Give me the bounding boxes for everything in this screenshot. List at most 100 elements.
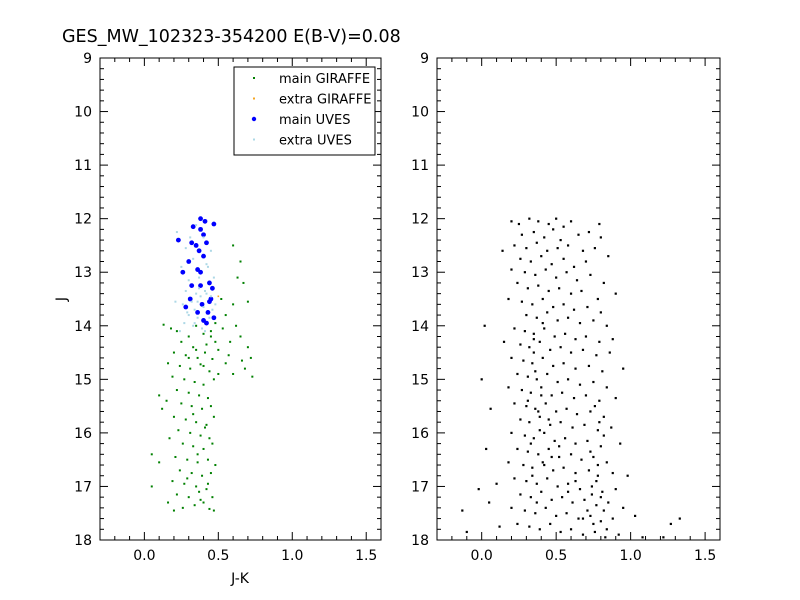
data-point	[183, 322, 186, 325]
data-point	[214, 322, 217, 325]
data-point	[190, 472, 193, 475]
data-point	[569, 453, 573, 456]
data-point	[150, 453, 153, 456]
y-tick-label: 17	[74, 479, 92, 495]
data-point	[546, 372, 549, 376]
data-point	[249, 356, 252, 359]
data-point	[566, 378, 570, 381]
data-point	[201, 407, 204, 410]
data-point	[186, 477, 189, 480]
data-point	[601, 370, 604, 373]
data-point	[535, 501, 538, 504]
data-point	[204, 330, 207, 333]
data-point	[190, 405, 193, 408]
data-point	[574, 338, 577, 341]
data-point	[195, 421, 198, 424]
data-point	[236, 276, 239, 279]
data-point	[566, 316, 570, 319]
data-point	[523, 434, 526, 437]
data-point	[558, 455, 561, 459]
data-point	[546, 249, 549, 252]
data-point	[602, 281, 605, 285]
data-point	[480, 378, 483, 381]
data-point	[546, 311, 549, 314]
data-point	[212, 509, 215, 512]
data-point	[550, 263, 553, 266]
data-point	[605, 461, 608, 464]
data-point	[550, 394, 553, 397]
data-point	[180, 340, 183, 343]
data-point	[180, 265, 183, 268]
data-point	[599, 520, 602, 523]
data-point	[578, 488, 582, 491]
data-point	[589, 450, 592, 453]
left-plot-axes: 0.0 0.5 1.0 1.5 9 10 11 12 13 14 15 16 17 18	[74, 51, 382, 564]
data-point	[614, 396, 617, 400]
data-point	[574, 442, 577, 445]
data-point	[604, 536, 607, 539]
data-point	[239, 335, 242, 338]
data-point	[607, 501, 610, 504]
data-point	[593, 247, 596, 250]
data-point	[183, 482, 186, 485]
data-point	[184, 418, 187, 421]
data-point	[489, 407, 492, 410]
data-point	[552, 228, 555, 231]
data-point	[581, 348, 585, 351]
data-point	[510, 356, 513, 360]
data-point	[589, 514, 592, 517]
data-point	[552, 305, 555, 309]
data-point	[158, 394, 161, 397]
data-point	[584, 394, 588, 397]
data-point	[516, 281, 519, 285]
data-point	[547, 222, 550, 226]
legend: main GIRAFFE extra GIRAFFE main UVES extra …	[233, 66, 376, 156]
data-point	[502, 340, 506, 343]
data-point	[204, 426, 207, 429]
data-point	[547, 418, 550, 421]
legend-label: extra UVES	[279, 134, 352, 149]
data-point	[566, 490, 570, 493]
data-point	[196, 316, 199, 319]
data-point	[549, 423, 552, 426]
data-point	[605, 324, 608, 327]
data-point	[626, 474, 629, 477]
data-point	[575, 279, 579, 282]
data-point	[187, 335, 190, 338]
data-point	[171, 375, 174, 378]
data-point	[198, 394, 201, 397]
data-point	[617, 533, 620, 536]
data-point	[599, 496, 602, 499]
data-point	[488, 501, 491, 504]
data-point	[235, 324, 238, 327]
data-point	[217, 295, 220, 298]
data-point	[535, 316, 538, 319]
data-point	[195, 224, 198, 227]
data-point	[584, 260, 588, 263]
data-point	[510, 220, 513, 223]
data-point	[595, 479, 598, 483]
data-point	[198, 283, 203, 289]
x-tick-label: 1.0	[281, 548, 303, 564]
x-tick-label: 1.0	[619, 548, 641, 564]
data-point	[559, 421, 562, 424]
data-point	[196, 300, 199, 303]
data-point	[563, 437, 567, 440]
chart-title: GES_MW_102323-354200 E(B-V)=0.08	[62, 27, 401, 47]
data-point	[510, 268, 513, 271]
data-point	[580, 289, 583, 293]
data-point	[614, 292, 617, 295]
data-point	[181, 506, 184, 509]
data-point	[537, 284, 540, 287]
data-point	[598, 222, 601, 226]
data-point	[611, 471, 614, 475]
data-point	[540, 394, 543, 397]
data-point	[592, 380, 595, 384]
data-point	[209, 335, 212, 338]
data-point	[202, 447, 205, 450]
data-point	[592, 522, 595, 526]
data-point	[193, 322, 196, 325]
data-point	[204, 240, 209, 246]
y-tick-label: 15	[74, 372, 92, 388]
data-point	[602, 415, 605, 418]
